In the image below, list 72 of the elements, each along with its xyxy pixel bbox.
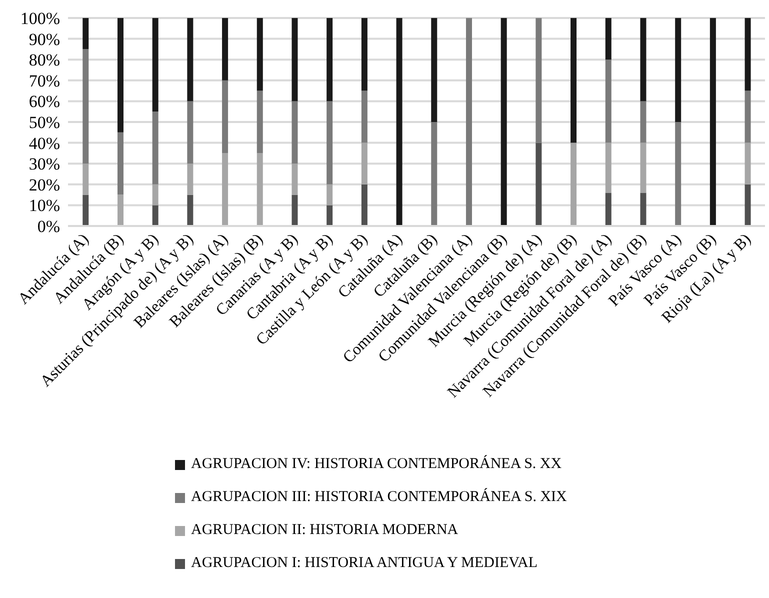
bar <box>500 18 507 226</box>
bar <box>640 101 646 143</box>
y-tick-label: 60% <box>28 92 60 112</box>
bar <box>222 153 228 226</box>
y-tick-label: 40% <box>28 134 60 153</box>
y-tick-label: 0% <box>37 217 60 236</box>
y-tick-label: 50% <box>28 113 60 132</box>
bar <box>640 18 646 102</box>
bar <box>431 122 438 226</box>
bar <box>117 18 124 132</box>
bar <box>292 18 298 102</box>
bar <box>187 164 194 195</box>
bar <box>82 194 89 226</box>
bar <box>187 194 194 226</box>
bar <box>605 142 612 193</box>
y-tick-label: 80% <box>28 50 60 70</box>
bar <box>187 101 194 164</box>
bar <box>605 18 612 60</box>
bar <box>222 18 228 80</box>
bar <box>361 18 368 91</box>
bar <box>82 49 89 164</box>
bar <box>292 194 298 226</box>
bar <box>292 164 298 195</box>
legend-label: AGRUPACION II: HISTORIA MODERNA <box>191 522 458 539</box>
bar <box>326 101 333 184</box>
bar <box>326 184 333 206</box>
bar <box>744 142 751 184</box>
y-tick-label: 30% <box>28 154 60 174</box>
bar <box>361 142 368 184</box>
bar <box>256 18 263 91</box>
y-tick-label: 20% <box>28 175 60 194</box>
bar <box>152 205 158 226</box>
bar <box>152 112 158 184</box>
y-tick-label: 70% <box>28 71 60 90</box>
bar <box>326 205 333 226</box>
bar <box>326 18 333 102</box>
bar <box>396 18 402 226</box>
bar <box>536 142 542 226</box>
bar <box>222 80 228 154</box>
bar <box>675 122 682 226</box>
bar <box>256 90 263 154</box>
bar <box>82 164 89 195</box>
y-tick-label: 10% <box>28 196 60 216</box>
bar <box>117 132 124 195</box>
bar <box>710 18 716 226</box>
bar <box>82 18 89 50</box>
bar <box>744 184 751 226</box>
bar <box>570 18 577 143</box>
legend-label: AGRUPACION I: HISTORIA ANTIGUA Y MEDIEVAL <box>191 555 538 572</box>
bar <box>744 90 751 143</box>
legend-label: AGRUPACION IV: HISTORIA CONTEMPORÁNEA S. XX <box>191 456 562 473</box>
bar <box>744 18 751 91</box>
bar <box>640 142 646 193</box>
bar <box>152 18 158 112</box>
bar <box>640 192 646 226</box>
bar <box>187 18 194 102</box>
bar <box>675 18 682 122</box>
bar <box>256 153 263 226</box>
bar <box>152 184 158 206</box>
bar <box>570 142 577 226</box>
bar <box>536 18 542 143</box>
y-tick-label: 100% <box>20 9 60 28</box>
bar <box>292 101 298 164</box>
bar <box>431 18 438 122</box>
bar <box>605 192 612 226</box>
bar <box>605 60 612 143</box>
bar <box>466 18 472 226</box>
legend-label: AGRUPACION III: HISTORIA CONTEMPORÁNEA S. XIX <box>191 489 567 506</box>
y-tick-label: 90% <box>28 30 60 49</box>
bar <box>361 90 368 143</box>
bar <box>361 184 368 226</box>
bar <box>117 194 124 226</box>
